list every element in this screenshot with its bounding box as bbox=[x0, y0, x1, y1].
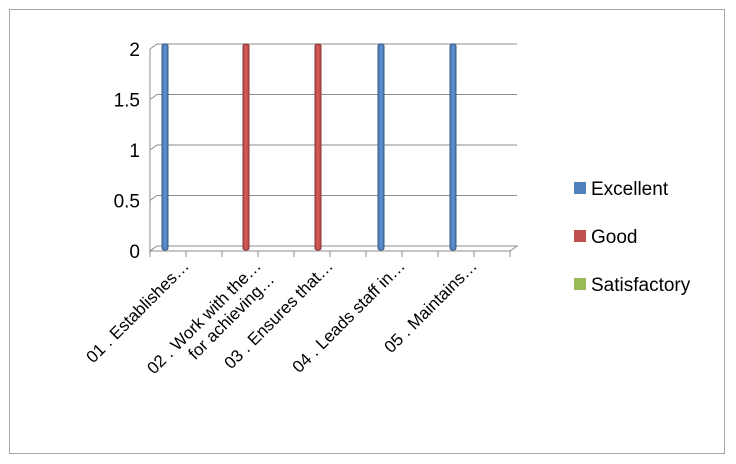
gridline-side-3 bbox=[149, 94, 158, 100]
y-tick-label-1: 0.5 bbox=[114, 192, 140, 213]
legend-label-excellent: Excellent bbox=[591, 179, 669, 200]
gridline-side-2 bbox=[149, 144, 158, 151]
y-tick-label-0: 0 bbox=[129, 242, 140, 263]
gridline-side-4 bbox=[149, 43, 158, 50]
y-tick-label-3: 1.5 bbox=[114, 91, 140, 112]
legend-swatch-satisfactory bbox=[574, 278, 586, 290]
chart-floor bbox=[148, 245, 519, 252]
legend-label-satisfactory: Satisfactory bbox=[591, 275, 691, 296]
gridline-side-1 bbox=[149, 195, 158, 201]
legend-swatch-excellent bbox=[574, 182, 586, 194]
legend-label-good: Good bbox=[591, 227, 637, 248]
y-tick-label-4: 2 bbox=[129, 40, 140, 61]
y-tick-label-2: 1 bbox=[129, 141, 140, 162]
legend-swatch-good bbox=[574, 230, 586, 242]
